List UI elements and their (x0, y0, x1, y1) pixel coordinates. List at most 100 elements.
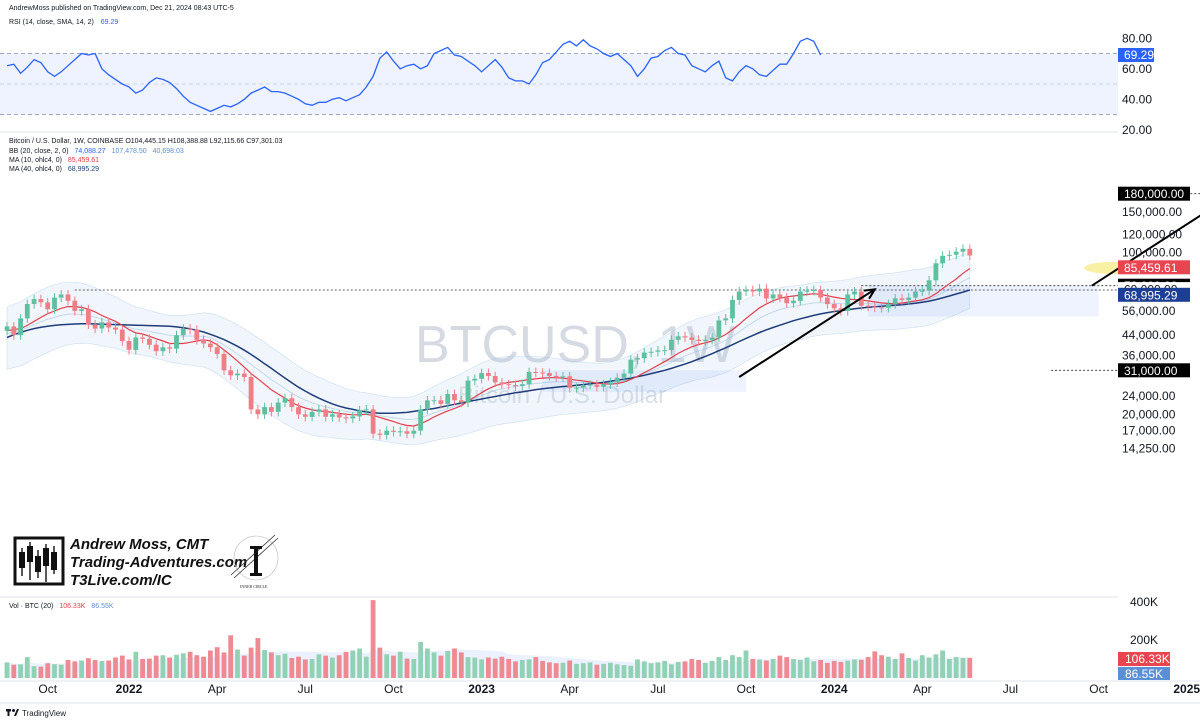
volume-bar (743, 650, 749, 678)
price-y-axis: 150,000.00 120,000.00 100,000.00 56,000.00 4… (1122, 205, 1182, 455)
volume-bar (241, 655, 247, 678)
candle (397, 431, 403, 433)
candle (547, 373, 552, 376)
volume-bar (614, 664, 620, 678)
candle (472, 378, 478, 381)
bb-legend: BB (20, close, 2, 0) 74,088.27 107,478.5… (9, 148, 184, 155)
signature-line2: Trading-Adventures.com (70, 554, 247, 571)
candle (479, 373, 484, 379)
rsi-y-tick: 40.00 (1122, 92, 1152, 106)
x-tick: Jul (298, 682, 313, 696)
candle (770, 294, 776, 299)
volume-bar (492, 658, 498, 678)
volume-bar (574, 663, 579, 679)
volume-bar (357, 648, 362, 678)
candle (960, 248, 966, 252)
bb-legend-basis: 74,088.27 (74, 148, 105, 155)
volume-bar (906, 658, 912, 678)
candle (465, 380, 471, 403)
tradingview-logo-icon (6, 709, 19, 716)
logo-candle (51, 552, 57, 570)
x-axis: Oct 2022 Apr Jul Oct 2023 Apr Jul Oct 2024 Apr Jul O… (38, 682, 1200, 696)
volume-bar (458, 652, 464, 678)
volume-bar (879, 655, 884, 678)
candle (492, 376, 498, 383)
rsi-value-tag-text: 69.29 (1124, 48, 1154, 62)
price-tags: 180,000.0085,459.6172,000.0069,000.0068,… (1118, 186, 1190, 378)
ma10-legend: MA (10, ohlc4, 0) 85,459.61 (9, 157, 99, 164)
volume-bar (302, 659, 308, 678)
candle (967, 248, 973, 256)
candle (533, 372, 539, 373)
volume-y-tick: 200K (1130, 633, 1158, 647)
rsi-pane: 80.00 60.00 40.00 20.00 RSI (14, close, SMA… (0, 19, 1154, 137)
level-tag-31000-text: 31,000.00 (1124, 364, 1178, 378)
candle (682, 336, 688, 338)
candle (65, 294, 71, 301)
price-y-tick: 44,000.00 (1122, 328, 1176, 342)
volume-bar (106, 660, 112, 678)
candle (696, 339, 701, 341)
volume-bar (479, 659, 484, 678)
candle (594, 384, 600, 387)
x-tick: Jul (1003, 682, 1018, 696)
candle (689, 337, 695, 340)
candle (228, 370, 234, 376)
candle (31, 299, 37, 304)
volume-bar (323, 655, 329, 678)
candle (316, 409, 322, 412)
x-tick: 2024 (821, 682, 848, 696)
candle (750, 290, 756, 292)
logo-candle (27, 546, 33, 562)
candle (506, 384, 512, 386)
volume-bar (133, 651, 139, 678)
candle (4, 326, 10, 331)
bb-legend-label: BB (20, close, 2, 0) (9, 148, 69, 155)
ma10-legend-value: 85,459.61 (68, 157, 99, 164)
volume-bar (899, 653, 905, 678)
candle (574, 387, 579, 389)
volume-bar (160, 655, 166, 678)
volume-bar (472, 657, 478, 678)
candle (269, 407, 274, 412)
candle (587, 384, 593, 386)
vol-sma-tag-text: 86.55K (1125, 667, 1163, 681)
candle (119, 329, 125, 341)
candle (167, 347, 173, 349)
candle (363, 409, 369, 411)
volume-bar (499, 656, 505, 678)
volume-bar (791, 659, 796, 678)
volume-bar (384, 654, 390, 679)
volume-bar (872, 651, 878, 678)
volume-y-tick: 400K (1130, 595, 1158, 609)
candle (764, 288, 769, 299)
volume-bar (465, 657, 471, 678)
volume-bar (621, 665, 627, 678)
volume-bar (533, 657, 539, 678)
x-tick: Oct (1089, 682, 1108, 696)
volume-bar (953, 657, 959, 678)
price-y-tick: 24,000.00 (1122, 389, 1176, 403)
candle (791, 300, 796, 304)
volume-bar (235, 649, 240, 678)
volume-bar (65, 660, 71, 678)
volume-bar (391, 655, 396, 678)
volume-bar (540, 660, 545, 678)
candle (499, 382, 505, 385)
volume-bar (608, 662, 613, 678)
candle (614, 377, 620, 383)
candle (438, 400, 444, 404)
price-pane: BTCUSD, 1W Bitcoin / U.S. Dollar 150,000… (4, 138, 1200, 589)
volume-bar (99, 660, 105, 678)
volume-bar (675, 661, 681, 678)
ma10-value-tag (1118, 260, 1190, 275)
volume-bar (221, 652, 227, 678)
rsi-legend-value: 69.29 (101, 19, 119, 26)
candle (757, 288, 762, 292)
main-legend: Bitcoin / U.S. Dollar, 1W, COINBASE O104… (9, 138, 283, 145)
volume-bar (858, 659, 864, 678)
volume-bar (594, 664, 600, 678)
candle (784, 297, 790, 304)
range-box (542, 370, 746, 392)
